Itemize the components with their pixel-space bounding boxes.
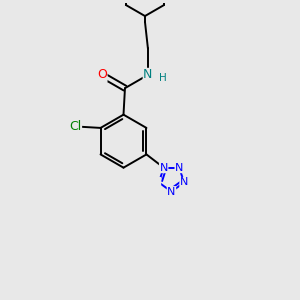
Text: O: O bbox=[97, 68, 107, 81]
Text: N: N bbox=[180, 178, 188, 188]
Text: Cl: Cl bbox=[69, 120, 82, 133]
Text: H: H bbox=[159, 73, 167, 83]
Text: N: N bbox=[175, 163, 183, 173]
Text: N: N bbox=[143, 68, 153, 81]
Text: N: N bbox=[167, 187, 176, 196]
Text: N: N bbox=[160, 163, 168, 173]
